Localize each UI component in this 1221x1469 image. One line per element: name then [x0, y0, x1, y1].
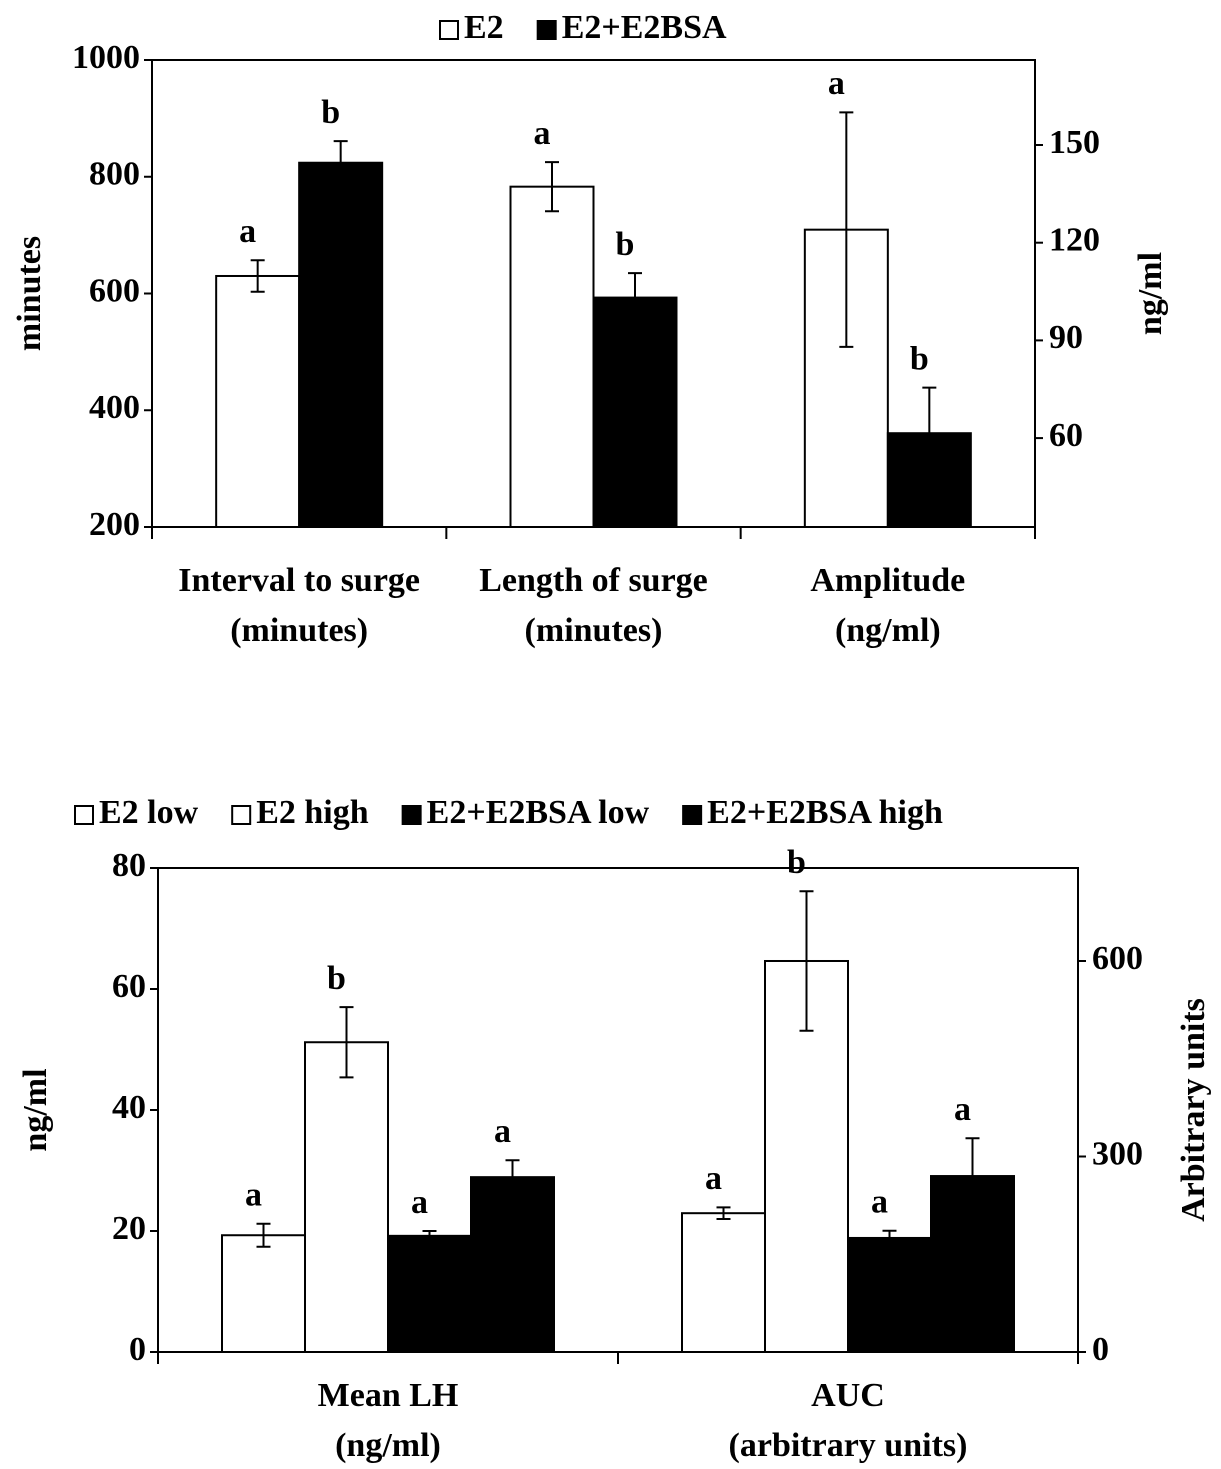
annotation: a — [494, 1113, 511, 1150]
x-tick-label: Mean LH — [318, 1377, 459, 1414]
legend-swatch — [439, 20, 459, 40]
annotation: b — [787, 844, 806, 881]
legend-label: E2 — [464, 9, 504, 46]
error-bar — [256, 1222, 271, 1248]
y-axis-title: ng/ml — [17, 1068, 54, 1151]
error-bar — [628, 272, 642, 324]
x-tick-sublabel: (ng/ml) — [835, 612, 941, 649]
y2-tick-label: 150 — [1049, 124, 1100, 161]
error-bar — [333, 140, 348, 186]
legend-label: E2+E2BSA — [562, 9, 727, 46]
y-tick-label: 40 — [112, 1089, 146, 1126]
annotation: a — [828, 65, 845, 102]
error-bar — [839, 111, 854, 348]
legend-swatch — [74, 805, 94, 825]
y2-axis-title: ng/ml — [1132, 252, 1169, 335]
error-bar — [250, 259, 265, 293]
y-tick-label: 400 — [89, 389, 140, 426]
legend-label: E2+E2BSA low — [427, 794, 650, 831]
y-tick-label: 200 — [89, 506, 140, 543]
error-bar — [922, 386, 937, 480]
legend-swatch — [231, 805, 252, 825]
annotation: b — [321, 94, 340, 131]
y2-tick-label: 90 — [1049, 319, 1083, 356]
annotation: b — [910, 340, 929, 377]
bar — [221, 1234, 306, 1353]
error-bar — [545, 161, 559, 213]
x-tick-sublabel: (ng/ml) — [335, 1427, 441, 1464]
legend-swatch — [682, 805, 703, 825]
y-tick-label: 0 — [129, 1331, 146, 1368]
y-axis-title: minutes — [11, 236, 48, 351]
y2-tick-label: 600 — [1092, 940, 1143, 977]
y2-tick-label: 300 — [1092, 1135, 1143, 1172]
bar — [298, 161, 384, 529]
legend-swatch — [536, 20, 557, 40]
bar — [847, 1236, 932, 1354]
legend-swatch — [401, 805, 422, 825]
bar — [509, 185, 595, 529]
x-tick-sublabel: (minutes) — [525, 612, 663, 649]
y-tick-label: 20 — [112, 1210, 146, 1247]
annotation: b — [327, 960, 346, 997]
annotation: a — [411, 1184, 428, 1221]
x-tick-sublabel: (minutes) — [230, 612, 368, 649]
legend-label: E2+E2BSA high — [707, 794, 943, 831]
x-tick-label: Interval to surge — [178, 562, 420, 599]
bar — [215, 274, 301, 528]
bar — [304, 1041, 389, 1353]
error-bar — [505, 1159, 520, 1196]
error-bar — [965, 1137, 980, 1215]
error-bar — [799, 890, 814, 1032]
annotation: a — [239, 213, 256, 250]
y-tick-label: 1000 — [72, 39, 140, 76]
bar — [592, 296, 678, 528]
annotation: a — [245, 1177, 262, 1214]
y2-axis-title: Arbitrary units — [1175, 998, 1212, 1222]
x-tick-label: AUC — [811, 1377, 885, 1414]
annotation: a — [954, 1091, 971, 1128]
y2-tick-label: 0 — [1092, 1331, 1109, 1368]
error-bar — [339, 1006, 354, 1079]
y-tick-label: 800 — [89, 156, 140, 193]
x-tick-label: Amplitude — [810, 562, 965, 599]
legend-label: E2 high — [256, 794, 369, 831]
y2-tick-label: 60 — [1049, 417, 1083, 454]
y2-tick-label: 120 — [1049, 221, 1100, 258]
annotation: a — [705, 1160, 722, 1197]
error-bar — [716, 1206, 731, 1221]
y-tick-label: 600 — [89, 272, 140, 309]
bar — [470, 1176, 555, 1354]
x-tick-sublabel: (arbitrary units) — [729, 1427, 968, 1464]
bar — [681, 1212, 766, 1354]
error-bar — [422, 1230, 437, 1242]
annotation: a — [871, 1184, 888, 1221]
legend-label: E2 low — [99, 794, 199, 831]
annotation: b — [616, 226, 635, 263]
bar — [387, 1234, 472, 1353]
annotation: a — [534, 115, 551, 152]
y-tick-label: 80 — [112, 847, 146, 884]
x-tick-label: Length of surge — [479, 562, 708, 599]
y-tick-label: 60 — [112, 968, 146, 1005]
error-bar — [882, 1229, 897, 1247]
